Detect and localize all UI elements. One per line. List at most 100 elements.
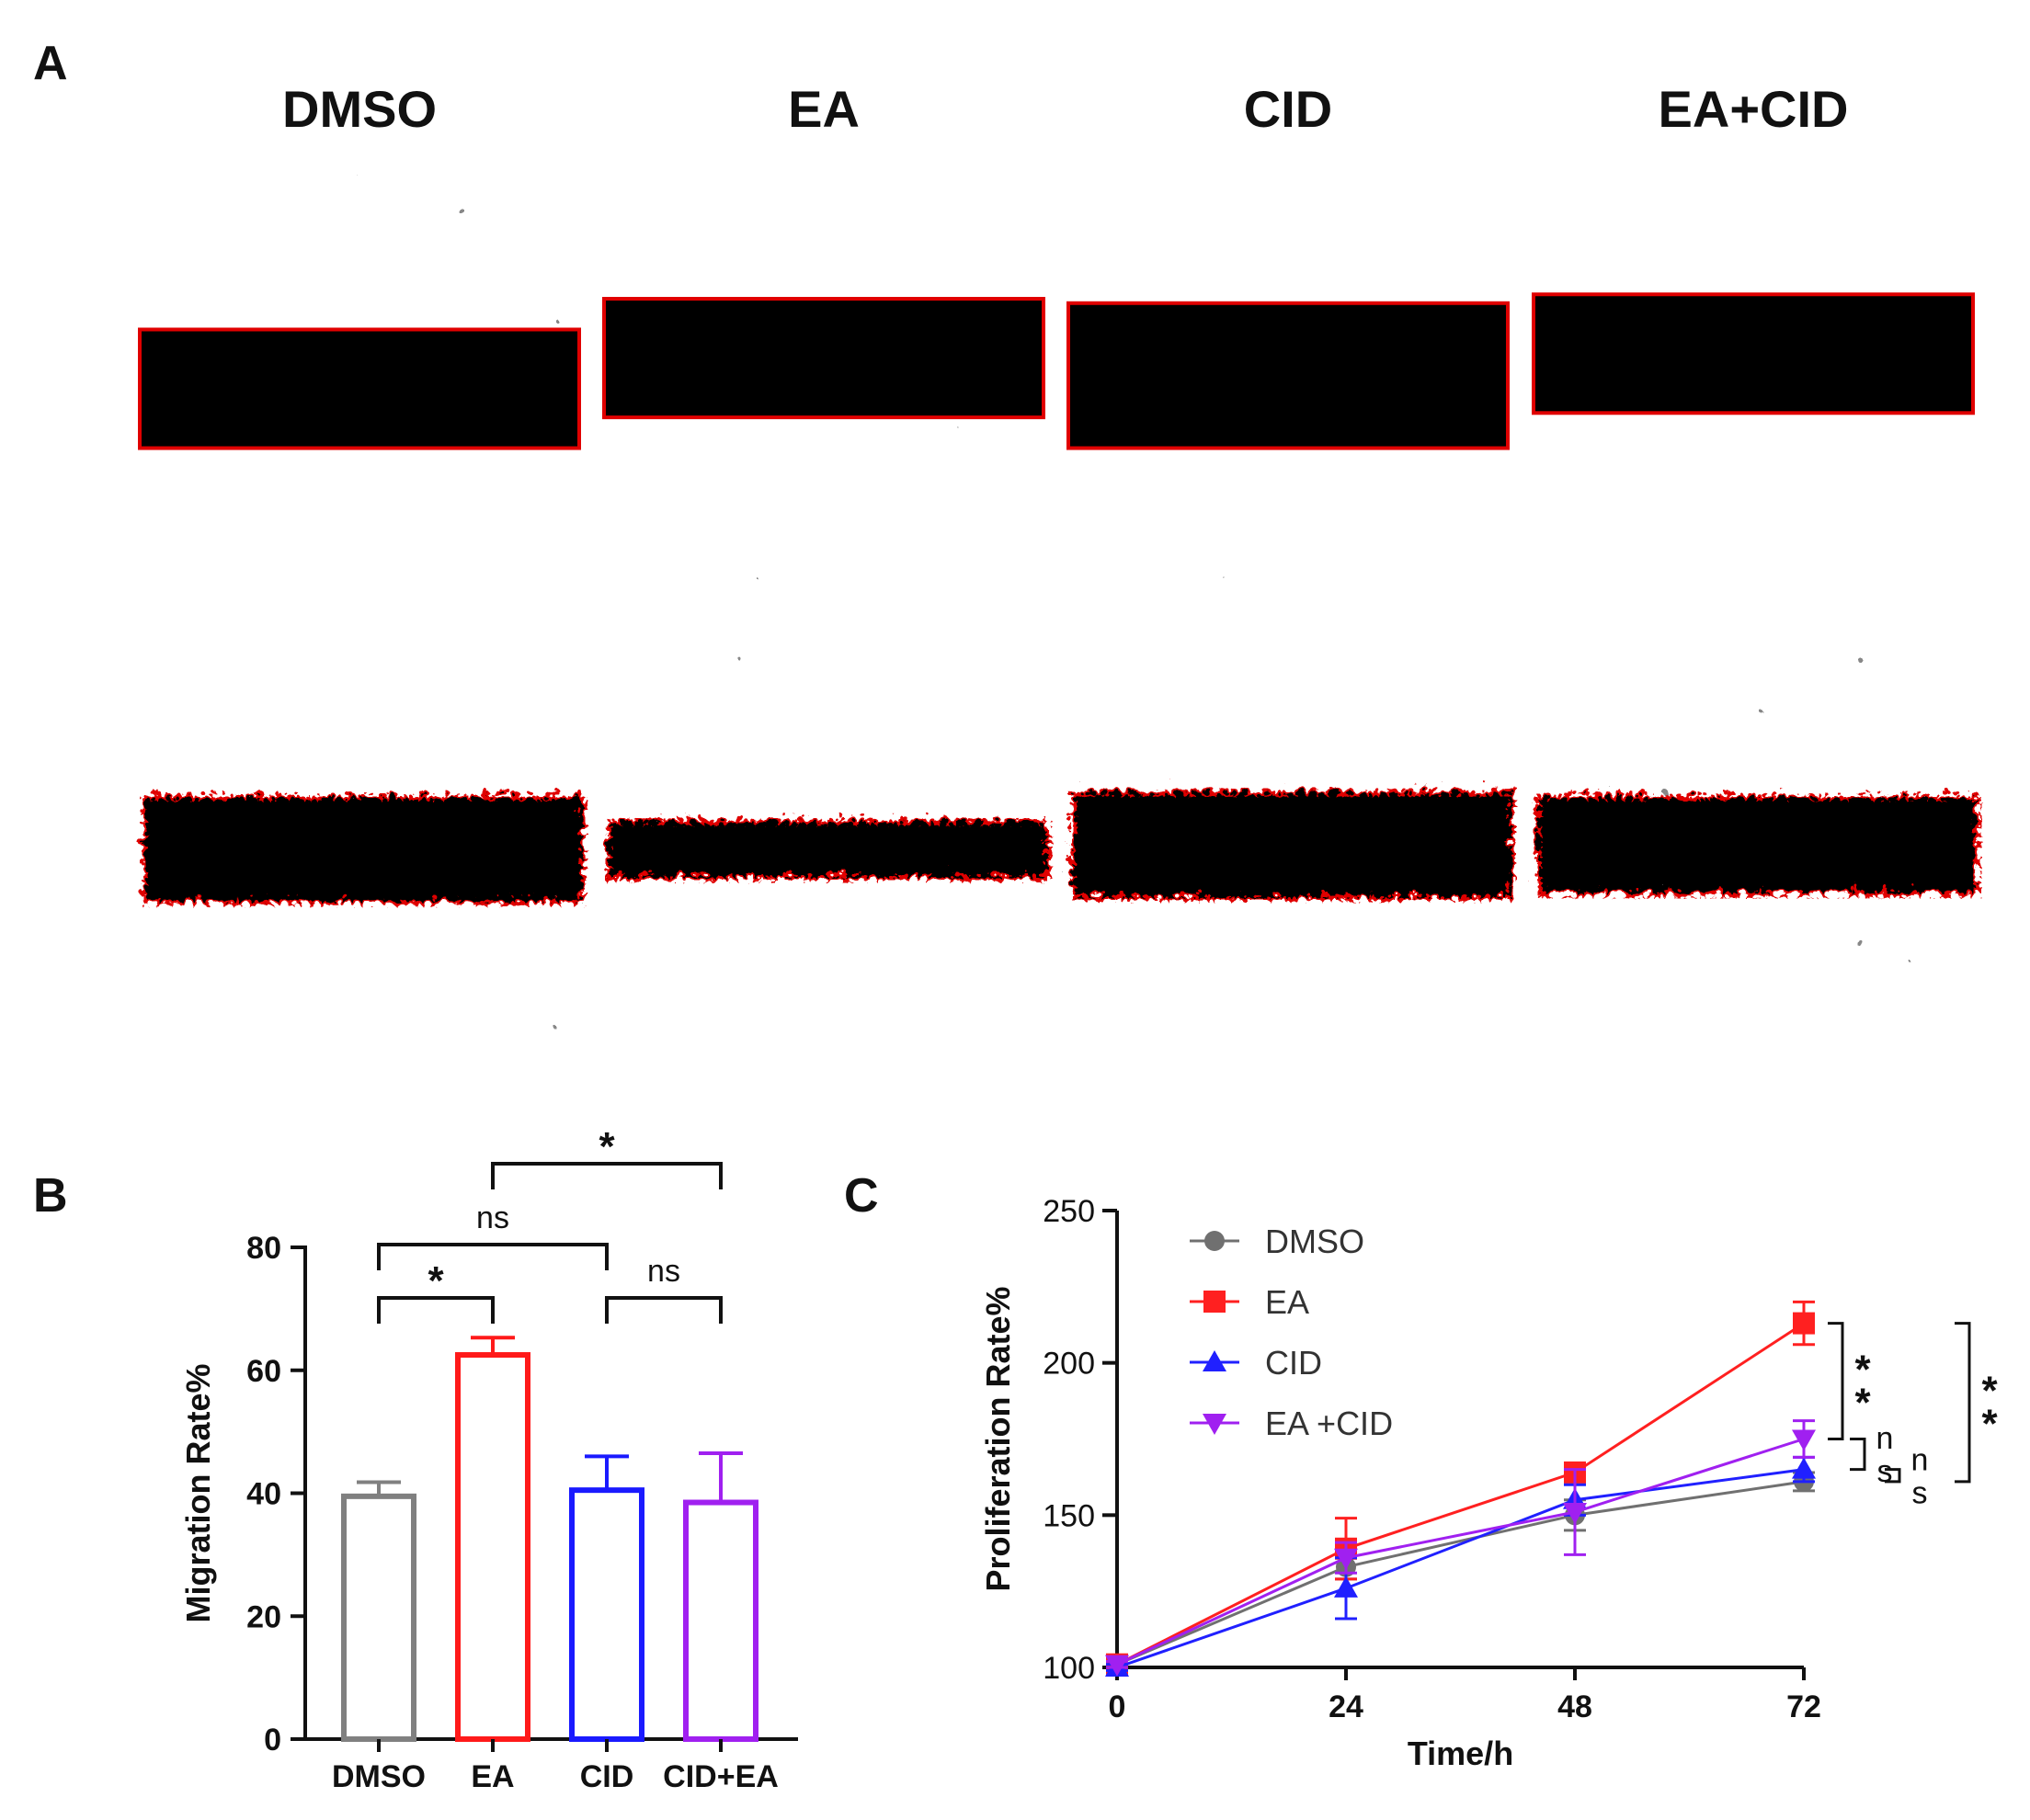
bar-dmso: [341, 1493, 416, 1742]
significance-bracket: [605, 1296, 723, 1324]
scratch-image-dmso-0h: [138, 169, 581, 609]
significance-label: ns: [647, 1254, 680, 1289]
y-tick-label: 100: [1043, 1651, 1095, 1686]
bracket-label: s: [1912, 1475, 1928, 1510]
legend-entry: CID: [1190, 1344, 1322, 1382]
condition-title-0: DMSO: [282, 80, 437, 138]
panel-a: A DMSO EA CID EA+CID: [33, 37, 1975, 1074]
significance-label: *: [428, 1258, 444, 1303]
bracket-label: n: [1876, 1421, 1894, 1456]
bracket-line: [1885, 1468, 1901, 1484]
significance-label: ns: [476, 1200, 509, 1235]
series-line: [1116, 1438, 1805, 1666]
marker-circle: [1204, 1231, 1225, 1251]
scratch-image-ea-end: [602, 634, 1045, 1074]
series-line: [1116, 1468, 1805, 1669]
wound-gap: [1532, 791, 1975, 892]
x-tick-label: EA: [471, 1759, 514, 1794]
bracket-line: [1828, 1322, 1844, 1440]
panel-b: B 0 20 40 60 80 Migration Rate% DMSO EA CID CID+E…: [33, 1124, 798, 1794]
panel-c-letter: C: [844, 1169, 879, 1223]
series-dmso: [1106, 1471, 1815, 1675]
marker-triangle-down: [1105, 1655, 1129, 1677]
condition-title-3: EA+CID: [1659, 80, 1849, 138]
scratch-image-ea-cid-end: [1532, 634, 1975, 1074]
marker-square: [1203, 1291, 1226, 1313]
wound-area: [1532, 791, 1975, 892]
x-tick-label: CID+EA: [663, 1759, 779, 1794]
x-tick-label: DMSO: [332, 1759, 426, 1794]
wound-area: [602, 814, 1045, 876]
x-tick-label: CID: [580, 1759, 634, 1794]
significance-bracket: **: [1955, 1322, 1998, 1484]
marker-triangle-down: [1203, 1414, 1226, 1435]
x-axis-title: Time/h: [1408, 1735, 1513, 1772]
y-tick-label: 40: [246, 1477, 281, 1512]
y-axis-title: Proliferation Rate%: [979, 1286, 1017, 1591]
x-tick-label: 48: [1557, 1689, 1592, 1724]
legend-label: EA: [1265, 1283, 1309, 1321]
bar-cid-ea: [683, 1499, 758, 1742]
wound-area: [602, 297, 1045, 420]
legend-label: CID: [1265, 1344, 1322, 1382]
wound-gap: [1066, 301, 1510, 450]
marker-triangle-up: [1203, 1350, 1226, 1371]
y-tick-label: 60: [246, 1354, 281, 1389]
condition-title-1: EA: [788, 80, 860, 138]
bracket-label: *: [1981, 1402, 1998, 1447]
y-tick-label: 0: [264, 1723, 281, 1757]
panel-b-letter: B: [33, 1169, 68, 1223]
scratch-image-cid-end: [1066, 634, 1510, 1074]
bar-ea: [455, 1352, 530, 1742]
significance-bracket: **: [1828, 1322, 1871, 1440]
panel-c: C 100 150 200 250 0 24 48 72 Time/h Proliferation…: [844, 1169, 1998, 1772]
bracket-label: n: [1911, 1442, 1929, 1477]
bracket-label: *: [1981, 1369, 1998, 1414]
marker-square: [1793, 1312, 1815, 1335]
panel-a-letter: A: [33, 37, 68, 90]
condition-title-2: CID: [1244, 80, 1332, 138]
bracket-label: s: [1877, 1454, 1893, 1489]
series-line: [1116, 1322, 1805, 1666]
marker-triangle-up: [1792, 1457, 1816, 1479]
scratch-image-dmso-end: [138, 634, 581, 1074]
scratch-image-cid-0h: [1066, 169, 1510, 609]
y-tick-label: 80: [246, 1231, 281, 1266]
scratch-image-ea-cid-0h: [1532, 169, 1975, 609]
x-tick-label: 0: [1109, 1689, 1126, 1724]
proliferation-line-chart: 100 150 200 250 0 24 48 72 Time/h Proliferation R…: [979, 1194, 1998, 1772]
wound-gap: [1066, 786, 1510, 896]
significance-bracket: ns: [1885, 1442, 1928, 1510]
scratch-image-ea-0h: [602, 169, 1045, 609]
wound-area: [1066, 786, 1510, 896]
legend-entry: DMSO: [1190, 1223, 1364, 1260]
significance-bracket: ns: [1850, 1421, 1893, 1489]
significance-bracket: [377, 1243, 609, 1270]
marker-triangle-up: [1334, 1575, 1358, 1598]
significance-bracket: [491, 1162, 723, 1189]
marker-triangle-down: [1334, 1548, 1358, 1570]
legend-entry: EA +CID: [1190, 1405, 1393, 1442]
legend-entry: EA: [1190, 1283, 1309, 1321]
bar-cid: [569, 1487, 644, 1742]
significance-label: *: [599, 1124, 615, 1169]
wound-gap: [138, 327, 581, 450]
y-tick-label: 150: [1043, 1498, 1095, 1533]
y-axis-title: Migration Rate%: [179, 1363, 217, 1622]
marker-triangle-down: [1792, 1429, 1816, 1451]
wound-area: [1532, 292, 1975, 415]
series-ea-cid: [1105, 1419, 1816, 1677]
bracket-label: *: [1854, 1348, 1871, 1393]
wound-gap: [602, 814, 1045, 876]
bracket-label: *: [1854, 1381, 1871, 1426]
wound-gap: [1532, 292, 1975, 415]
legend-label: DMSO: [1265, 1223, 1364, 1260]
wound-area: [138, 791, 581, 900]
legend-label: EA +CID: [1265, 1405, 1393, 1442]
bracket-line: [1850, 1438, 1866, 1472]
marker-triangle-down: [1563, 1503, 1587, 1525]
y-tick-label: 200: [1043, 1347, 1095, 1382]
wound-area: [1066, 301, 1510, 450]
